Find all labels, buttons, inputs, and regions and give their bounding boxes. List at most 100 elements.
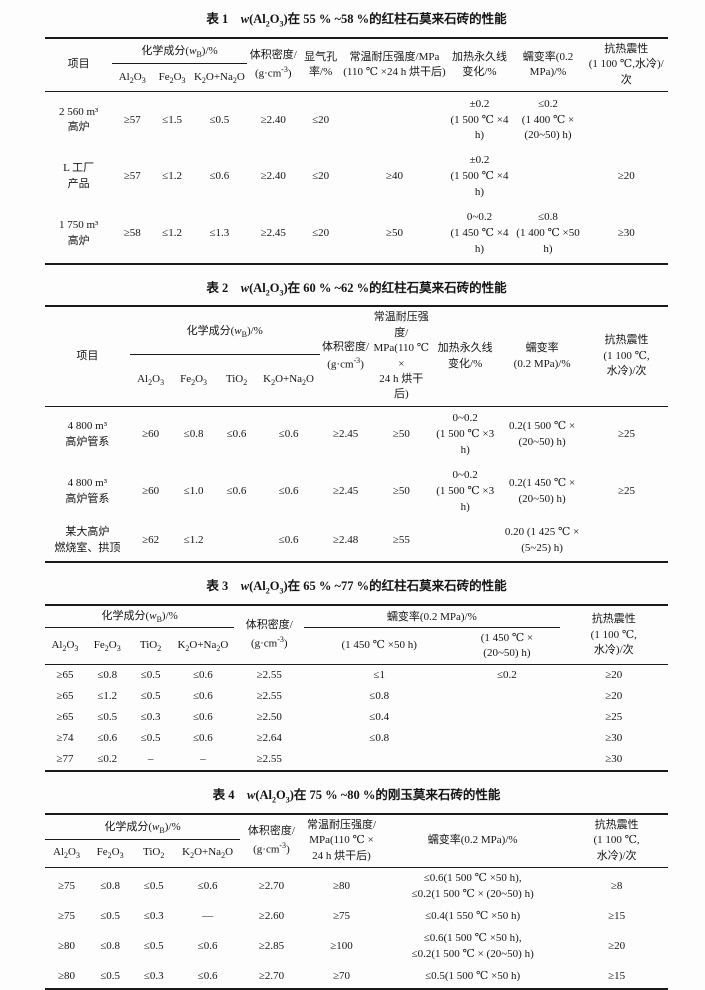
table-cell: ≤20	[312, 170, 330, 183]
table1-header: 项目 化学成分(wB)/% 体积密度/(g·cm-3) 显气孔 率/% 常温耐压强…	[45, 37, 668, 92]
table-cell: ≥2.40	[260, 170, 286, 183]
table-cell: ≥75	[57, 909, 76, 922]
table-cell: ≤0.6	[193, 710, 213, 723]
table-cell: ≥25	[618, 484, 636, 497]
col-header-creep: 蠕变率(0.2 MPa)/%	[513, 342, 571, 370]
table-cell: ≤1.2	[162, 227, 182, 240]
table-cell	[454, 707, 559, 728]
table-cell: ≥2.55	[256, 668, 282, 681]
table4: 化学成分(wB)/% 体积密度/(g·cm-3) 常温耐压强度/MPa(110 …	[45, 812, 668, 990]
table-cell: ≥30	[605, 731, 623, 744]
table-cell: ≤0.8	[97, 668, 118, 681]
col-header-density: 体积密度/(g·cm-3)	[322, 340, 370, 371]
table-cell: ≤0.5	[97, 710, 118, 723]
table-cell: ≤0.4(1 550 ℃ ×50 h)	[425, 909, 521, 922]
table-row: ≥74 ≤0.6 ≤0.5 ≤0.6 ≥2.64 ≤0.8 ≥30	[45, 728, 668, 749]
table1-section: 表 1 w(Al2O3)在 55 % ~58 %的红柱石莫来石砖的性能 项目 化…	[45, 11, 668, 265]
col-header-fe2o3: Fe2O3	[158, 70, 186, 85]
table-cell: 1 750 m³ 高炉	[58, 219, 99, 248]
table-row: 1 750 m³ 高炉 ≥58 ≤1.2 ≤1.3 ≥2.45 ≤20 ≥50 0~0.2 (…	[45, 206, 668, 264]
table-cell: 0~0.2 (1 500 ℃ ×3 h)	[436, 412, 495, 457]
col-header-al2o3: Al2O3	[51, 638, 79, 653]
table-cell: ≤1.5	[162, 113, 182, 126]
table-cell: 2 560 m³ 高炉	[58, 105, 99, 134]
col-header-ccs: 常温耐压强度/MPa(110 ℃ ×24 h 烘干后)	[343, 50, 446, 78]
table-cell: ≤1	[373, 668, 385, 681]
table-cell: ≤0.8 (1 400 ℃ ×50 h)	[516, 211, 580, 256]
col-header-tio2: TiO2	[139, 638, 162, 653]
table-cell: ≤0.2	[97, 752, 118, 765]
table-cell: ≥2.55	[256, 689, 282, 702]
table-cell: ≤0.6(1 500 ℃ ×50 h), ≤0.2(1 500 ℃ × (20~…	[411, 931, 534, 960]
table-cell: 4 800 m³ 高炉管系	[65, 477, 110, 505]
table-cell: ≥8	[610, 880, 623, 892]
table-cell: 0.20 (1 425 ℃ × (5~25) h)	[504, 525, 580, 554]
table-cell: ≥50	[392, 428, 410, 441]
table-cell: –	[200, 752, 206, 765]
table3-caption: 表 3 w(Al2O3)在 65 % ~77 %的红柱石莫来石砖的性能	[206, 579, 507, 596]
table-cell: ≥2.85	[258, 939, 285, 952]
table-cell: ≥20	[605, 689, 623, 702]
table-cell: ≥70	[332, 969, 351, 982]
table-cell: ≥50	[392, 484, 410, 497]
table-cell: ≥57	[123, 113, 141, 126]
table-cell: ≥2.70	[258, 880, 285, 892]
table-row: ≥77 ≤0.2 – – ≥2.55 ≥30	[45, 749, 668, 771]
col-header-chem-group: 化学成分(wB)/%	[112, 37, 247, 65]
col-header-tio2: TiO2	[143, 846, 165, 861]
table4-header: 化学成分(wB)/% 体积密度/(g·cm-3) 常温耐压强度/MPa(110 …	[45, 813, 668, 868]
table-row: ≥65 ≤1.2 ≤0.5 ≤0.6 ≥2.55 ≤0.8 ≥20	[45, 686, 668, 707]
col-header-plc: 加热永久线 变化/%	[451, 50, 507, 78]
table-cell: ≤20	[312, 113, 330, 126]
table-cell: ≤0.6	[193, 731, 213, 744]
col-header-al2o3: Al2O3	[118, 70, 146, 85]
table-cell: ≤0.5	[140, 689, 161, 702]
col-header-chem-group: 化学成分(wB)/%	[45, 813, 240, 841]
table-cell: ≥20	[608, 939, 626, 952]
table-cell: L 工厂 产品	[63, 162, 95, 191]
col-header-ccs: 常温耐压强度/MPa(110 ℃ ×24 h 烘干后)	[306, 818, 377, 862]
table-cell: ±0.2 (1 500 ℃ ×4 h)	[450, 97, 509, 142]
table-cell: ≤0.8	[369, 731, 390, 744]
table-cell: ≤0.6	[278, 484, 299, 497]
table-cell: ≥40	[385, 170, 403, 183]
table-cell: ≤0.8	[183, 428, 204, 441]
col-header-item: 项目	[67, 58, 90, 71]
col-header-al2o3: Al2O3	[137, 373, 165, 388]
table-cell	[454, 749, 559, 771]
table-cell	[512, 149, 585, 206]
table-cell: ±0.2 (1 500 ℃ ×4 h)	[450, 154, 509, 199]
table-cell: ≥55	[392, 533, 410, 546]
table4-section: 表 4 w(Al2O3)在 75 % ~80 %的刚玉莫来石砖的性能 化学成分(…	[45, 787, 668, 990]
table-cell: ≤0.6	[197, 969, 218, 982]
table-cell: ≥80	[57, 969, 76, 982]
table-row: ≥75 ≤0.8 ≤0.5 ≤0.6 ≥2.70 ≥80 ≤0.6(1 500 ℃ ×50 …	[45, 868, 668, 906]
col-header-creep: 蠕变率(0.2 MPa)/%	[522, 50, 574, 78]
table-cell: ≤0.6	[209, 170, 230, 183]
table-cell: ≤1.2	[97, 689, 118, 702]
table-cell: ≥65	[56, 689, 74, 702]
table-cell: 0~0.2 (1 500 ℃ ×3 h)	[436, 469, 495, 513]
table1-caption: 表 1 w(Al2O3)在 55 % ~58 %的红柱石莫来石砖的性能	[206, 12, 507, 29]
table-cell: ≤0.5	[143, 880, 164, 892]
table-cell: ≥2.60	[258, 909, 285, 922]
table-cell: ≤1.3	[209, 227, 230, 240]
table-cell	[431, 520, 499, 562]
table-cell: ≤0.6	[97, 731, 118, 744]
table-row: ≥65 ≤0.8 ≤0.5 ≤0.6 ≥2.55 ≤1 ≤0.2 ≥20	[45, 665, 668, 686]
table-row: ≥75 ≤0.5 ≤0.3 — ≥2.60 ≥75 ≤0.4(1 550 ℃ ×50 h) ≥…	[45, 906, 668, 928]
table-cell: ≤0.8	[100, 939, 120, 952]
col-header-fe2o3: Fe2O3	[180, 373, 208, 388]
table3-header: 化学成分(wB)/% 体积密度/(g·cm-3) 蠕变率(0.2 MPa)/% …	[45, 605, 668, 665]
table-cell	[585, 520, 668, 562]
table-cell: ≥2.55	[256, 752, 282, 765]
table-cell: ≤1.2	[183, 533, 204, 546]
table-cell	[342, 92, 448, 149]
table-cell: ≤0.6	[193, 668, 213, 681]
table1-body: 2 560 m³ 高炉 ≥57 ≤1.5 ≤0.5 ≥2.40 ≤20 ±0.2 (1 50…	[45, 92, 668, 264]
table4-caption: 表 4 w(Al2O3)在 75 % ~80 %的刚玉莫来石砖的性能	[212, 787, 501, 805]
col-header-fe2o3: Fe2O3	[96, 846, 124, 861]
table-cell: ≤0.6	[197, 939, 218, 952]
table-cell: ≤0.5(1 500 ℃ ×50 h)	[425, 969, 521, 982]
table-cell	[454, 728, 559, 749]
